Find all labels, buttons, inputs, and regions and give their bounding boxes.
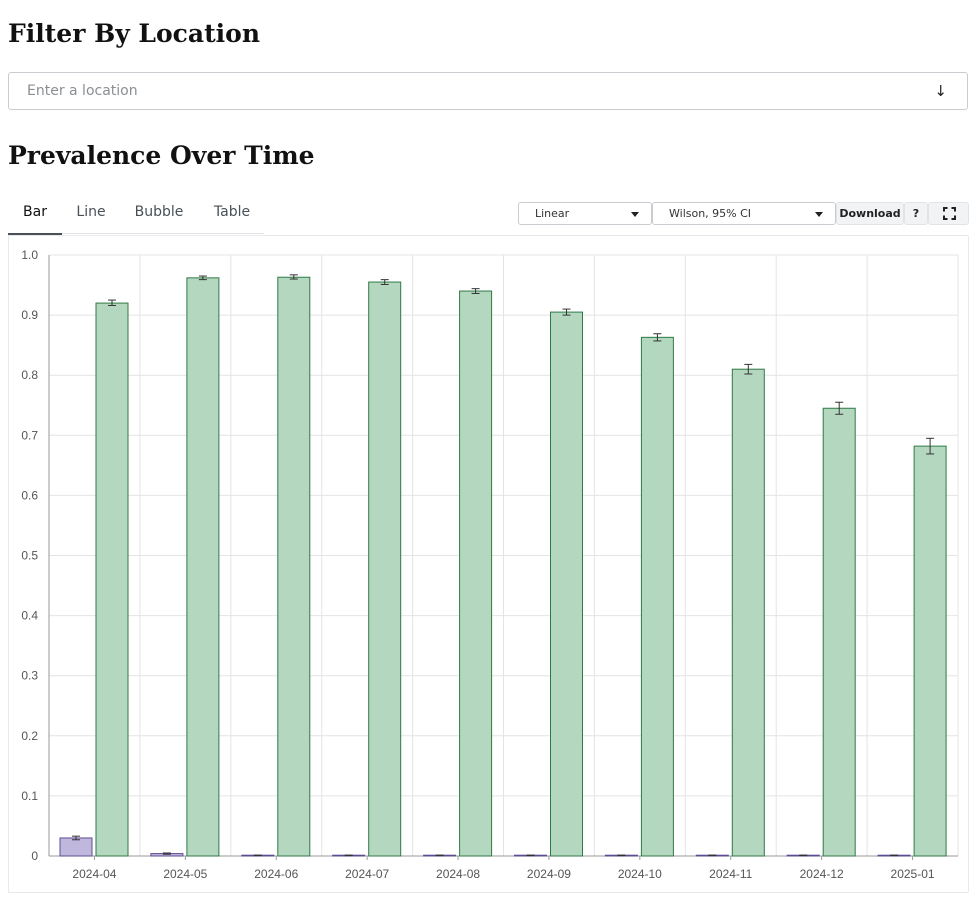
- bar-series-2: [95, 302, 129, 857]
- x-tick-label: 2024-09: [527, 867, 571, 881]
- chart-panel: 0 0.1 0.2 0.3 0.4 0.5 0.6 0.7 0.8 0.9 1.0 2024-04 20…: [8, 235, 969, 893]
- fullscreen-icon: [943, 207, 956, 220]
- bar-series-2: [640, 336, 674, 857]
- bar-series-2: [186, 277, 220, 857]
- x-tick-label: 2024-11: [709, 867, 752, 881]
- y-tick-label: 0: [31, 849, 38, 863]
- y-tick-label: 0.6: [21, 488, 38, 502]
- arrow-down-icon[interactable]: ↓: [934, 82, 947, 100]
- help-button[interactable]: ?: [904, 202, 928, 225]
- download-button[interactable]: Download: [836, 202, 904, 225]
- bar-series-2: [731, 368, 765, 857]
- x-tick-label: 2024-04: [72, 867, 116, 881]
- location-input[interactable]: [10, 74, 910, 108]
- prevalence-heading: Prevalence Over Time: [8, 141, 315, 170]
- bar-series-2: [368, 281, 402, 857]
- bar-series-2: [550, 311, 583, 857]
- confidence-interval-select[interactable]: Wilson, 95% CI: [652, 202, 836, 225]
- y-tick-label: 0.8: [21, 368, 38, 382]
- caret-down-icon: [815, 212, 823, 217]
- y-tick-label: 1.0: [21, 248, 38, 262]
- x-tick-label: 2024-06: [254, 867, 298, 881]
- x-tick-label: 2025-01: [891, 867, 935, 881]
- y-tick-label: 0.2: [21, 729, 38, 743]
- caret-down-icon: [631, 212, 639, 217]
- scale-select-value: Linear: [535, 207, 570, 220]
- location-field[interactable]: ↓: [8, 72, 968, 110]
- bar-series-2: [277, 276, 311, 857]
- x-tick-label: 2024-08: [436, 867, 480, 881]
- x-tick-label: 2024-12: [800, 867, 844, 881]
- bar-series-2: [459, 290, 493, 857]
- y-tick-label: 0.9: [21, 308, 38, 322]
- scale-select[interactable]: Linear: [518, 202, 652, 225]
- x-tick-label: 2024-05: [163, 867, 207, 881]
- fullscreen-button[interactable]: [928, 202, 969, 225]
- filter-heading: Filter By Location: [8, 19, 261, 48]
- tab-table[interactable]: Table: [213, 204, 251, 220]
- bar-series-2: [913, 445, 947, 857]
- x-tick-label: 2024-10: [618, 867, 662, 881]
- y-tick-label: 0.5: [21, 549, 38, 563]
- prevalence-bar-chart: 0 0.1 0.2 0.3 0.4 0.5 0.6 0.7 0.8 0.9 1.0 2024-04 20…: [21, 248, 959, 881]
- y-tick-label: 0.3: [21, 669, 38, 683]
- tab-line[interactable]: Line: [76, 204, 106, 220]
- tab-bar[interactable]: Bar: [8, 197, 62, 235]
- confidence-interval-value: Wilson, 95% CI: [669, 207, 752, 220]
- x-tick-label: 2024-07: [345, 867, 389, 881]
- y-tick-label: 0.4: [21, 609, 38, 623]
- y-tick-label: 0.1: [21, 789, 38, 803]
- tab-bubble[interactable]: Bubble: [134, 204, 184, 220]
- chart-type-tabs: Bar Line Bubble Table: [8, 197, 264, 235]
- bar-series-1: [59, 837, 93, 857]
- y-tick-label: 0.7: [21, 428, 38, 442]
- bar-series-2: [822, 407, 856, 857]
